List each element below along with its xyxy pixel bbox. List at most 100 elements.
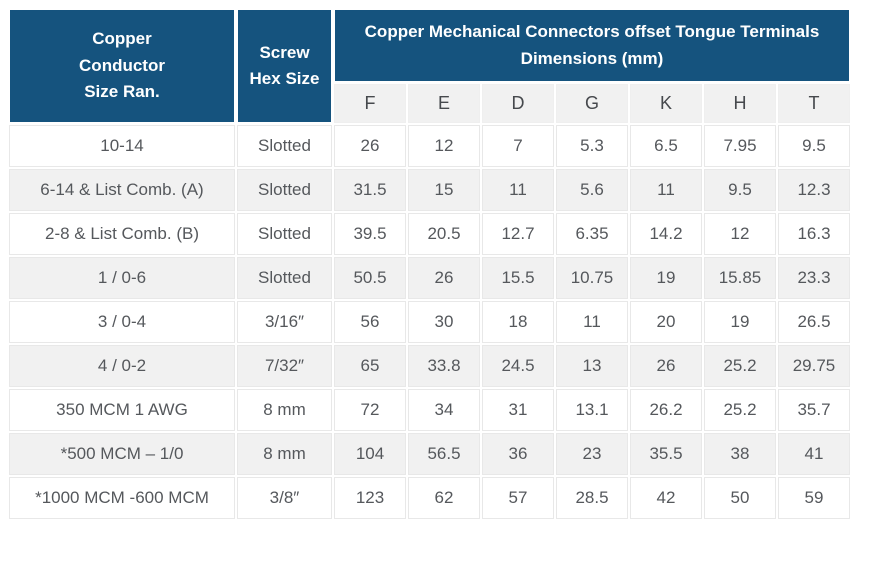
conductor-cell: *500 MCM – 1/0 [9, 433, 235, 475]
dim-header-H: H [704, 84, 776, 123]
dim-cell-T: 41 [778, 433, 850, 475]
dim-header-row: F E D G K H T [9, 84, 850, 123]
dim-cell-T: 59 [778, 477, 850, 519]
table-row: *500 MCM – 1/0 8 mm 104 56.5 36 23 35.5 38 41 [9, 433, 850, 475]
col-header-conductor: Copper Conductor Size Ran. [9, 9, 235, 123]
conductor-cell: 350 MCM 1 AWG [9, 389, 235, 431]
conductor-cell: 10-14 [9, 125, 235, 167]
screw-cell: Slotted [237, 125, 332, 167]
dim-cell-T: 29.75 [778, 345, 850, 387]
screw-cell: Slotted [237, 169, 332, 211]
dim-cell-H: 9.5 [704, 169, 776, 211]
table-row: 1 / 0-6 Slotted 50.5 26 15.5 10.75 19 15.85 23.3 [9, 257, 850, 299]
dim-cell-H: 15.85 [704, 257, 776, 299]
dim-cell-T: 26.5 [778, 301, 850, 343]
dim-cell-D: 15.5 [482, 257, 554, 299]
connector-dimensions-table: Copper Conductor Size Ran. Screw Hex Siz… [7, 7, 852, 521]
dim-cell-T: 23.3 [778, 257, 850, 299]
dim-cell-E: 26 [408, 257, 480, 299]
header-row-top: Copper Conductor Size Ran. Screw Hex Siz… [9, 9, 850, 123]
dim-cell-H: 50 [704, 477, 776, 519]
dim-header-F: F [334, 84, 406, 123]
header-line: Copper [92, 29, 152, 49]
dim-cell-G: 5.3 [556, 125, 628, 167]
screw-cell: Slotted [237, 213, 332, 255]
dim-cell-G: 6.35 [556, 213, 628, 255]
dim-cell-E: 12 [408, 125, 480, 167]
dim-cell-E: 33.8 [408, 345, 480, 387]
dim-cell-K: 35.5 [630, 433, 702, 475]
dim-cell-H: 38 [704, 433, 776, 475]
dim-cell-F: 65 [334, 345, 406, 387]
dim-cell-F: 104 [334, 433, 406, 475]
dim-cell-H: 25.2 [704, 389, 776, 431]
dim-cell-K: 20 [630, 301, 702, 343]
dim-cell-K: 26.2 [630, 389, 702, 431]
dim-cell-K: 42 [630, 477, 702, 519]
conductor-cell: 6-14 & List Comb. (A) [9, 169, 235, 211]
dim-cell-E: 20.5 [408, 213, 480, 255]
header-line: Hex Size [249, 69, 320, 88]
dim-cell-D: 7 [482, 125, 554, 167]
dim-cell-D: 24.5 [482, 345, 554, 387]
dim-header-K: K [630, 84, 702, 123]
dim-cell-E: 30 [408, 301, 480, 343]
dim-cell-D: 36 [482, 433, 554, 475]
dim-cell-G: 13 [556, 345, 628, 387]
screw-cell: 3/8″ [237, 477, 332, 519]
dim-cell-D: 11 [482, 169, 554, 211]
dim-cell-K: 14.2 [630, 213, 702, 255]
dim-cell-T: 16.3 [778, 213, 850, 255]
table-body: 10-14 Slotted 26 12 7 5.3 6.5 7.95 9.5 6-14 & Lis… [9, 125, 850, 519]
banner-line: Dimensions (mm) [520, 48, 664, 68]
dim-cell-G: 10.75 [556, 257, 628, 299]
dim-cell-F: 50.5 [334, 257, 406, 299]
screw-cell: Slotted [237, 257, 332, 299]
table-row: 350 MCM 1 AWG 8 mm 72 34 31 13.1 26.2 25.2 35.7 [9, 389, 850, 431]
dim-cell-E: 56.5 [408, 433, 480, 475]
dim-cell-F: 56 [334, 301, 406, 343]
dim-cell-H: 12 [704, 213, 776, 255]
conductor-cell: 2-8 & List Comb. (B) [9, 213, 235, 255]
dim-cell-E: 62 [408, 477, 480, 519]
dim-cell-E: 34 [408, 389, 480, 431]
dim-header-G: G [556, 84, 628, 123]
screw-cell: 7/32″ [237, 345, 332, 387]
dim-cell-G: 13.1 [556, 389, 628, 431]
col-header-screw: Screw Hex Size [237, 9, 332, 123]
dim-cell-D: 18 [482, 301, 554, 343]
dim-cell-F: 31.5 [334, 169, 406, 211]
dim-cell-E: 15 [408, 169, 480, 211]
screw-cell: 3/16″ [237, 301, 332, 343]
dim-cell-T: 9.5 [778, 125, 850, 167]
banner-header: Copper Mechanical Connectors offset Tong… [334, 9, 850, 82]
dim-cell-F: 72 [334, 389, 406, 431]
table-row: 6-14 & List Comb. (A) Slotted 31.5 15 11 5.6 1… [9, 169, 850, 211]
dim-header-E: E [408, 84, 480, 123]
table-row: 3 / 0-4 3/16″ 56 30 18 11 20 19 26.5 [9, 301, 850, 343]
dim-cell-G: 5.6 [556, 169, 628, 211]
conductor-cell: *1000 MCM -600 MCM [9, 477, 235, 519]
header-line: Size Ran. [84, 82, 160, 102]
dim-cell-K: 19 [630, 257, 702, 299]
dim-cell-H: 7.95 [704, 125, 776, 167]
dim-cell-T: 12.3 [778, 169, 850, 211]
header-line: Conductor [79, 55, 165, 75]
dim-cell-G: 11 [556, 301, 628, 343]
dim-cell-T: 35.7 [778, 389, 850, 431]
conductor-cell: 3 / 0-4 [9, 301, 235, 343]
table-row: *1000 MCM -600 MCM 3/8″ 123 62 57 28.5 42 50 59 [9, 477, 850, 519]
dim-cell-H: 19 [704, 301, 776, 343]
dim-cell-F: 26 [334, 125, 406, 167]
table-row: 4 / 0-2 7/32″ 65 33.8 24.5 13 26 25.2 29.75 [9, 345, 850, 387]
dim-cell-G: 23 [556, 433, 628, 475]
table-row: 2-8 & List Comb. (B) Slotted 39.5 20.5 12.7 6… [9, 213, 850, 255]
dim-cell-K: 11 [630, 169, 702, 211]
screw-cell: 8 mm [237, 389, 332, 431]
dim-cell-D: 57 [482, 477, 554, 519]
dim-cell-K: 6.5 [630, 125, 702, 167]
dim-cell-D: 12.7 [482, 213, 554, 255]
conductor-cell: 4 / 0-2 [9, 345, 235, 387]
banner-line: Copper Mechanical Connectors offset Tong… [364, 22, 820, 42]
